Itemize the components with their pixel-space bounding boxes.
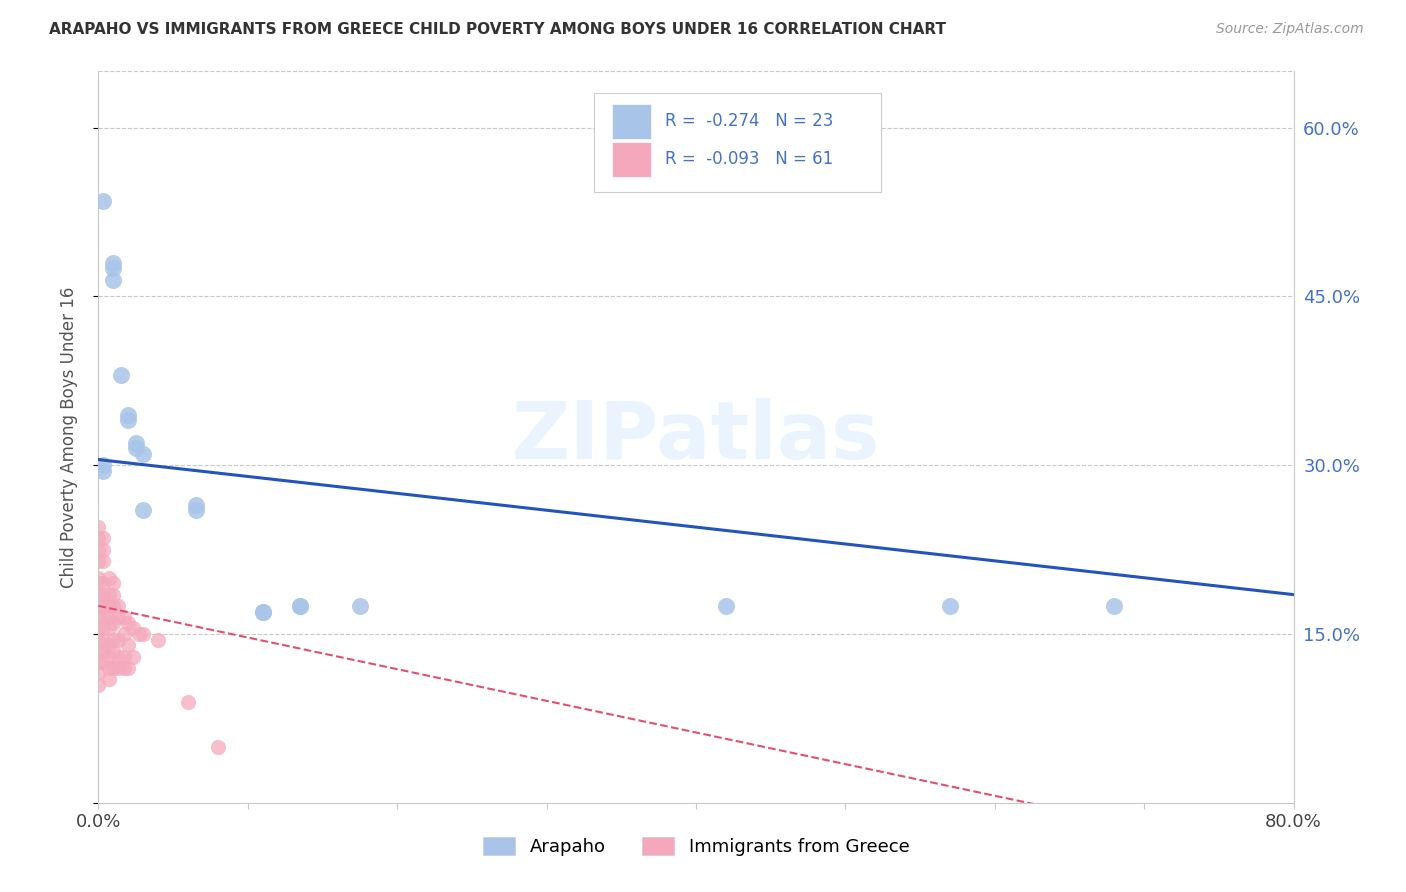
Point bbox=[112, 610, 135, 624]
Point bbox=[97, 588, 120, 602]
Point bbox=[128, 627, 150, 641]
Point bbox=[87, 621, 110, 635]
Y-axis label: Child Poverty Among Boys Under 16: Child Poverty Among Boys Under 16 bbox=[59, 286, 77, 588]
Point bbox=[117, 413, 139, 427]
Point bbox=[117, 615, 139, 630]
Point bbox=[91, 194, 114, 208]
Point bbox=[91, 655, 114, 669]
Point bbox=[252, 605, 274, 619]
Point bbox=[91, 464, 114, 478]
Point bbox=[125, 435, 148, 450]
Point bbox=[121, 621, 143, 635]
Point bbox=[132, 447, 155, 461]
Point bbox=[97, 672, 120, 686]
Point bbox=[87, 571, 110, 585]
Point bbox=[87, 644, 110, 658]
Point bbox=[117, 638, 139, 652]
Point bbox=[107, 632, 129, 647]
Point bbox=[112, 627, 135, 641]
Point bbox=[107, 649, 129, 664]
Point bbox=[91, 599, 114, 613]
Point bbox=[87, 655, 110, 669]
Point bbox=[117, 661, 139, 675]
Point bbox=[288, 599, 311, 613]
Point bbox=[714, 599, 737, 613]
Point bbox=[97, 661, 120, 675]
Point bbox=[87, 576, 110, 591]
Point bbox=[112, 649, 135, 664]
Point bbox=[103, 632, 125, 647]
Point bbox=[91, 542, 114, 557]
Point bbox=[103, 261, 125, 276]
Point bbox=[125, 442, 148, 456]
Point bbox=[91, 644, 114, 658]
Point bbox=[87, 532, 110, 546]
Text: ARAPAHO VS IMMIGRANTS FROM GREECE CHILD POVERTY AMONG BOYS UNDER 16 CORRELATION : ARAPAHO VS IMMIGRANTS FROM GREECE CHILD … bbox=[49, 22, 946, 37]
Point bbox=[87, 666, 110, 681]
Text: R =  -0.093   N = 61: R = -0.093 N = 61 bbox=[665, 150, 834, 168]
Point bbox=[132, 627, 155, 641]
Legend: Arapaho, Immigrants from Greece: Arapaho, Immigrants from Greece bbox=[482, 837, 910, 856]
Point bbox=[184, 503, 207, 517]
Point bbox=[110, 368, 132, 383]
Point bbox=[91, 554, 114, 568]
Point bbox=[103, 661, 125, 675]
Point bbox=[939, 599, 962, 613]
Point bbox=[107, 599, 129, 613]
Point bbox=[97, 610, 120, 624]
Point bbox=[288, 599, 311, 613]
Point bbox=[91, 576, 114, 591]
Bar bbox=[613, 142, 651, 177]
Point bbox=[1104, 599, 1126, 613]
Point bbox=[107, 661, 129, 675]
Point bbox=[97, 599, 120, 613]
Point bbox=[97, 621, 120, 635]
Point bbox=[97, 571, 120, 585]
Bar bbox=[595, 94, 882, 192]
Point bbox=[87, 542, 110, 557]
Point bbox=[112, 661, 135, 675]
Point bbox=[103, 272, 125, 286]
Point bbox=[91, 632, 114, 647]
Point bbox=[121, 649, 143, 664]
Text: R =  -0.274   N = 23: R = -0.274 N = 23 bbox=[665, 112, 834, 130]
Point bbox=[103, 576, 125, 591]
Bar bbox=[613, 103, 651, 138]
Point bbox=[87, 678, 110, 692]
Point bbox=[87, 554, 110, 568]
Point bbox=[132, 503, 155, 517]
Point bbox=[91, 610, 114, 624]
Point bbox=[103, 588, 125, 602]
Point bbox=[103, 615, 125, 630]
Point bbox=[87, 520, 110, 534]
Point bbox=[103, 599, 125, 613]
Point bbox=[207, 739, 229, 754]
Point bbox=[87, 588, 110, 602]
Point bbox=[87, 632, 110, 647]
Point bbox=[87, 610, 110, 624]
Point bbox=[107, 610, 129, 624]
Point bbox=[91, 588, 114, 602]
Text: Source: ZipAtlas.com: Source: ZipAtlas.com bbox=[1216, 22, 1364, 37]
Point bbox=[91, 532, 114, 546]
Point bbox=[91, 458, 114, 473]
Point bbox=[184, 498, 207, 512]
Point bbox=[103, 255, 125, 269]
Point bbox=[91, 621, 114, 635]
Point bbox=[177, 694, 200, 708]
Point bbox=[117, 408, 139, 422]
Point bbox=[97, 649, 120, 664]
Point bbox=[103, 644, 125, 658]
Point bbox=[87, 599, 110, 613]
Point bbox=[252, 605, 274, 619]
Point bbox=[97, 638, 120, 652]
Point bbox=[148, 632, 170, 647]
Point bbox=[349, 599, 371, 613]
Text: ZIPatlas: ZIPatlas bbox=[512, 398, 880, 476]
